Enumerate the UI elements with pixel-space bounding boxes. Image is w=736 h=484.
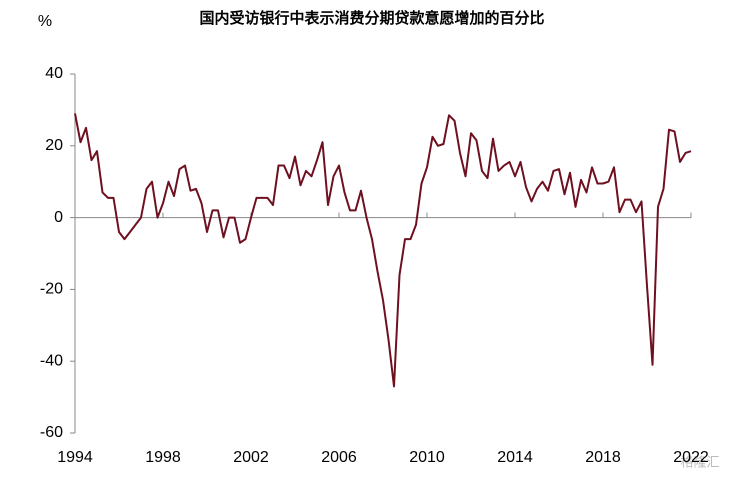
y-tick-label: 40	[45, 65, 63, 82]
x-tick-label: 2010	[409, 449, 445, 466]
data-line	[74, 113, 692, 388]
x-tick-label: 2014	[497, 449, 533, 466]
x-tick-label: 2006	[321, 449, 357, 466]
y-unit: %	[38, 13, 52, 30]
y-tick-label: -60	[40, 424, 63, 441]
y-tick-label: -40	[40, 352, 63, 369]
x-tick-label: 2022	[673, 449, 709, 466]
y-tick-label: -20	[40, 281, 63, 298]
x-tick-label: 1998	[145, 449, 181, 466]
watermark: 格隆汇	[680, 454, 719, 469]
x-tick-label: 2002	[233, 449, 269, 466]
x-tick-label: 2018	[585, 449, 621, 466]
y-tick-label: 0	[54, 209, 63, 226]
x-tick-label: 1994	[57, 449, 93, 466]
chart-title: 国内受访银行中表示消费分期贷款意愿增加的百分比	[199, 9, 544, 27]
y-tick-label: 20	[45, 137, 63, 154]
